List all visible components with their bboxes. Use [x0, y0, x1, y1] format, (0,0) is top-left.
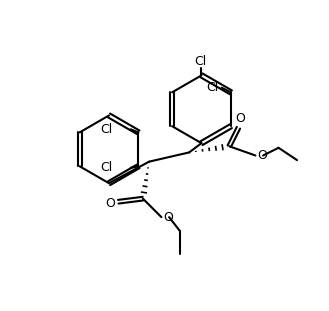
Text: O: O: [235, 112, 245, 125]
Text: O: O: [163, 211, 173, 224]
Text: O: O: [257, 149, 267, 162]
Text: Cl: Cl: [194, 55, 206, 68]
Text: Cl: Cl: [100, 123, 112, 136]
Text: Cl: Cl: [206, 81, 218, 94]
Text: O: O: [106, 197, 115, 210]
Text: Cl: Cl: [100, 161, 112, 174]
